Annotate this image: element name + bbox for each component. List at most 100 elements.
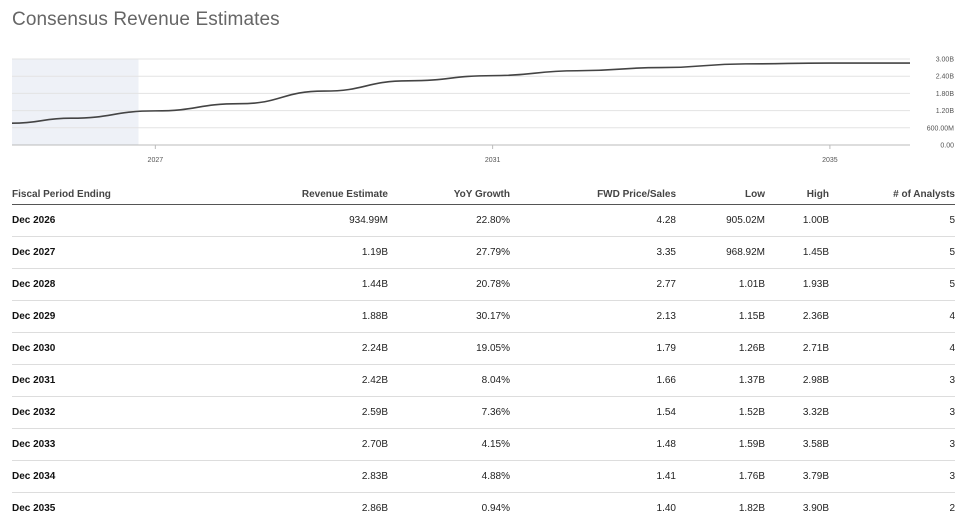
table-row: Dec 2033 2.70B 4.15% 1.48 1.59B 3.58B 3	[12, 428, 955, 461]
table-row: Dec 2026 934.99M 22.80% 4.28 905.02M 1.00B 5	[12, 204, 955, 237]
low-cell: 1.59B	[676, 428, 765, 461]
revenue-estimate-cell: 1.88B	[142, 300, 388, 333]
fiscal-period-cell: Dec 2026	[12, 204, 142, 237]
fiscal-period-cell: Dec 2029	[12, 300, 142, 333]
low-cell: 905.02M	[676, 204, 765, 237]
high-cell: 1.45B	[765, 236, 829, 269]
revenue-estimate-cell: 2.86B	[361, 503, 388, 514]
header-fwd-price-sales: FWD Price/Sales	[510, 184, 676, 205]
header-yoy-growth: YoY Growth	[388, 184, 510, 205]
header-analysts: # of Analysts	[829, 184, 955, 205]
fiscal-period-cell: Dec 2027	[12, 236, 142, 269]
yoy-growth-cell: 7.36%	[388, 396, 510, 429]
x-tick-label: 2031	[485, 157, 501, 164]
y-tick-label: 3.00B	[936, 57, 955, 64]
fiscal-period-cell: Dec 2035	[12, 503, 56, 514]
yoy-growth-cell: 19.05%	[388, 332, 510, 365]
yoy-growth-cell: 4.88%	[388, 460, 510, 493]
y-tick-label: 1.20B	[936, 108, 955, 115]
fwd-price-sales-cell: 1.79	[510, 332, 676, 365]
high-cell: 1.00B	[765, 204, 829, 237]
y-tick-label: 1.80B	[936, 91, 955, 98]
table-row: Dec 2035 2.86B 0.94% 1.40 1.82B 3.90B 2	[12, 493, 955, 525]
analysts-cell: 5	[829, 236, 955, 269]
low-cell: 1.15B	[676, 300, 765, 333]
fiscal-period-cell: Dec 2031	[12, 364, 142, 397]
table-header-row: Fiscal Period Ending Revenue Estimate Yo…	[12, 184, 955, 205]
low-cell: 1.82B	[738, 503, 765, 514]
yoy-growth-cell: 20.78%	[388, 268, 510, 301]
fiscal-period-cell: Dec 2030	[12, 332, 142, 365]
yoy-growth-cell: 8.04%	[388, 364, 510, 397]
table-row: Dec 2029 1.88B 30.17% 2.13 1.15B 2.36B 4	[12, 300, 955, 333]
revenue-estimate-cell: 1.19B	[142, 236, 388, 269]
fwd-price-sales-cell: 1.40	[656, 503, 676, 514]
y-axis-ticks: 3.00B 2.40B 1.80B 1.20B 600.00M 0.00	[927, 57, 955, 150]
fwd-price-sales-cell: 1.54	[510, 396, 676, 429]
low-cell: 968.92M	[676, 236, 765, 269]
analysts-cell: 3	[829, 428, 955, 461]
low-cell: 1.52B	[676, 396, 765, 429]
analysts-cell: 5	[829, 268, 955, 301]
x-axis-ticks: 2027 2031 2035	[148, 145, 838, 164]
revenue-estimate-cell: 2.70B	[142, 428, 388, 461]
fwd-price-sales-cell: 2.13	[510, 300, 676, 333]
table-row: Dec 2027 1.19B 27.79% 3.35 968.92M 1.45B 5	[12, 236, 955, 269]
header-low: Low	[676, 184, 765, 205]
high-cell: 2.36B	[765, 300, 829, 333]
header-high: High	[765, 184, 829, 205]
x-tick-label: 2035	[822, 157, 838, 164]
analysts-cell: 5	[829, 204, 955, 237]
estimates-table: Fiscal Period Ending Revenue Estimate Yo…	[12, 184, 955, 524]
page-title: Consensus Revenue Estimates	[12, 9, 280, 30]
fwd-price-sales-cell: 1.41	[510, 460, 676, 493]
yoy-growth-cell: 27.79%	[388, 236, 510, 269]
fwd-price-sales-cell: 4.28	[510, 204, 676, 237]
high-cell: 3.32B	[765, 396, 829, 429]
header-revenue-estimate: Revenue Estimate	[142, 184, 388, 205]
y-tick-label: 0.00	[940, 143, 954, 150]
fiscal-period-cell: Dec 2032	[12, 396, 142, 429]
low-cell: 1.76B	[676, 460, 765, 493]
high-cell: 2.98B	[765, 364, 829, 397]
fwd-price-sales-cell: 1.66	[510, 364, 676, 397]
fwd-price-sales-cell: 3.35	[510, 236, 676, 269]
yoy-growth-cell: 4.15%	[388, 428, 510, 461]
revenue-estimate-cell: 1.44B	[142, 268, 388, 301]
chart-grid	[12, 58, 910, 146]
y-tick-label: 2.40B	[936, 74, 955, 81]
revenue-estimate-cell: 2.59B	[142, 396, 388, 429]
analysts-cell: 4	[829, 332, 955, 365]
table-row: Dec 2032 2.59B 7.36% 1.54 1.52B 3.32B 3	[12, 396, 955, 429]
analysts-cell: 4	[829, 300, 955, 333]
fiscal-period-cell: Dec 2028	[12, 268, 142, 301]
high-cell: 3.79B	[765, 460, 829, 493]
analysts-cell: 2	[949, 503, 955, 514]
y-tick-label: 600.00M	[927, 125, 954, 132]
analysts-cell: 3	[829, 396, 955, 429]
fwd-price-sales-cell: 2.77	[510, 268, 676, 301]
past-period-shade	[12, 59, 139, 145]
analysts-cell: 3	[829, 460, 955, 493]
high-cell: 3.58B	[765, 428, 829, 461]
analysts-cell: 3	[829, 364, 955, 397]
revenue-line-chart: 3.00B 2.40B 1.80B 1.20B 600.00M 0.00 2027 2031…	[11, 57, 955, 164]
low-cell: 1.01B	[676, 268, 765, 301]
yoy-growth-cell: 22.80%	[388, 204, 510, 237]
high-cell: 2.71B	[765, 332, 829, 365]
table-row: Dec 2030 2.24B 19.05% 1.79 1.26B 2.71B 4	[12, 332, 955, 365]
revenue-estimate-cell: 2.42B	[142, 364, 388, 397]
revenue-estimate-cell: 934.99M	[142, 204, 388, 237]
fiscal-period-cell: Dec 2034	[12, 460, 142, 493]
header-fiscal-period: Fiscal Period Ending	[12, 184, 142, 205]
table-row: Dec 2028 1.44B 20.78% 2.77 1.01B 1.93B 5	[12, 268, 955, 301]
revenue-series-line	[11, 62, 910, 125]
revenue-estimate-cell: 2.83B	[142, 460, 388, 493]
table-row: Dec 2034 2.83B 4.88% 1.41 1.76B 3.79B 3	[12, 460, 955, 493]
fiscal-period-cell: Dec 2033	[12, 428, 142, 461]
table-row: Dec 2031 2.42B 8.04% 1.66 1.37B 2.98B 3	[12, 364, 955, 397]
x-tick-label: 2027	[148, 157, 164, 164]
low-cell: 1.37B	[676, 364, 765, 397]
high-cell: 3.90B	[802, 503, 829, 514]
yoy-growth-cell: 30.17%	[388, 300, 510, 333]
